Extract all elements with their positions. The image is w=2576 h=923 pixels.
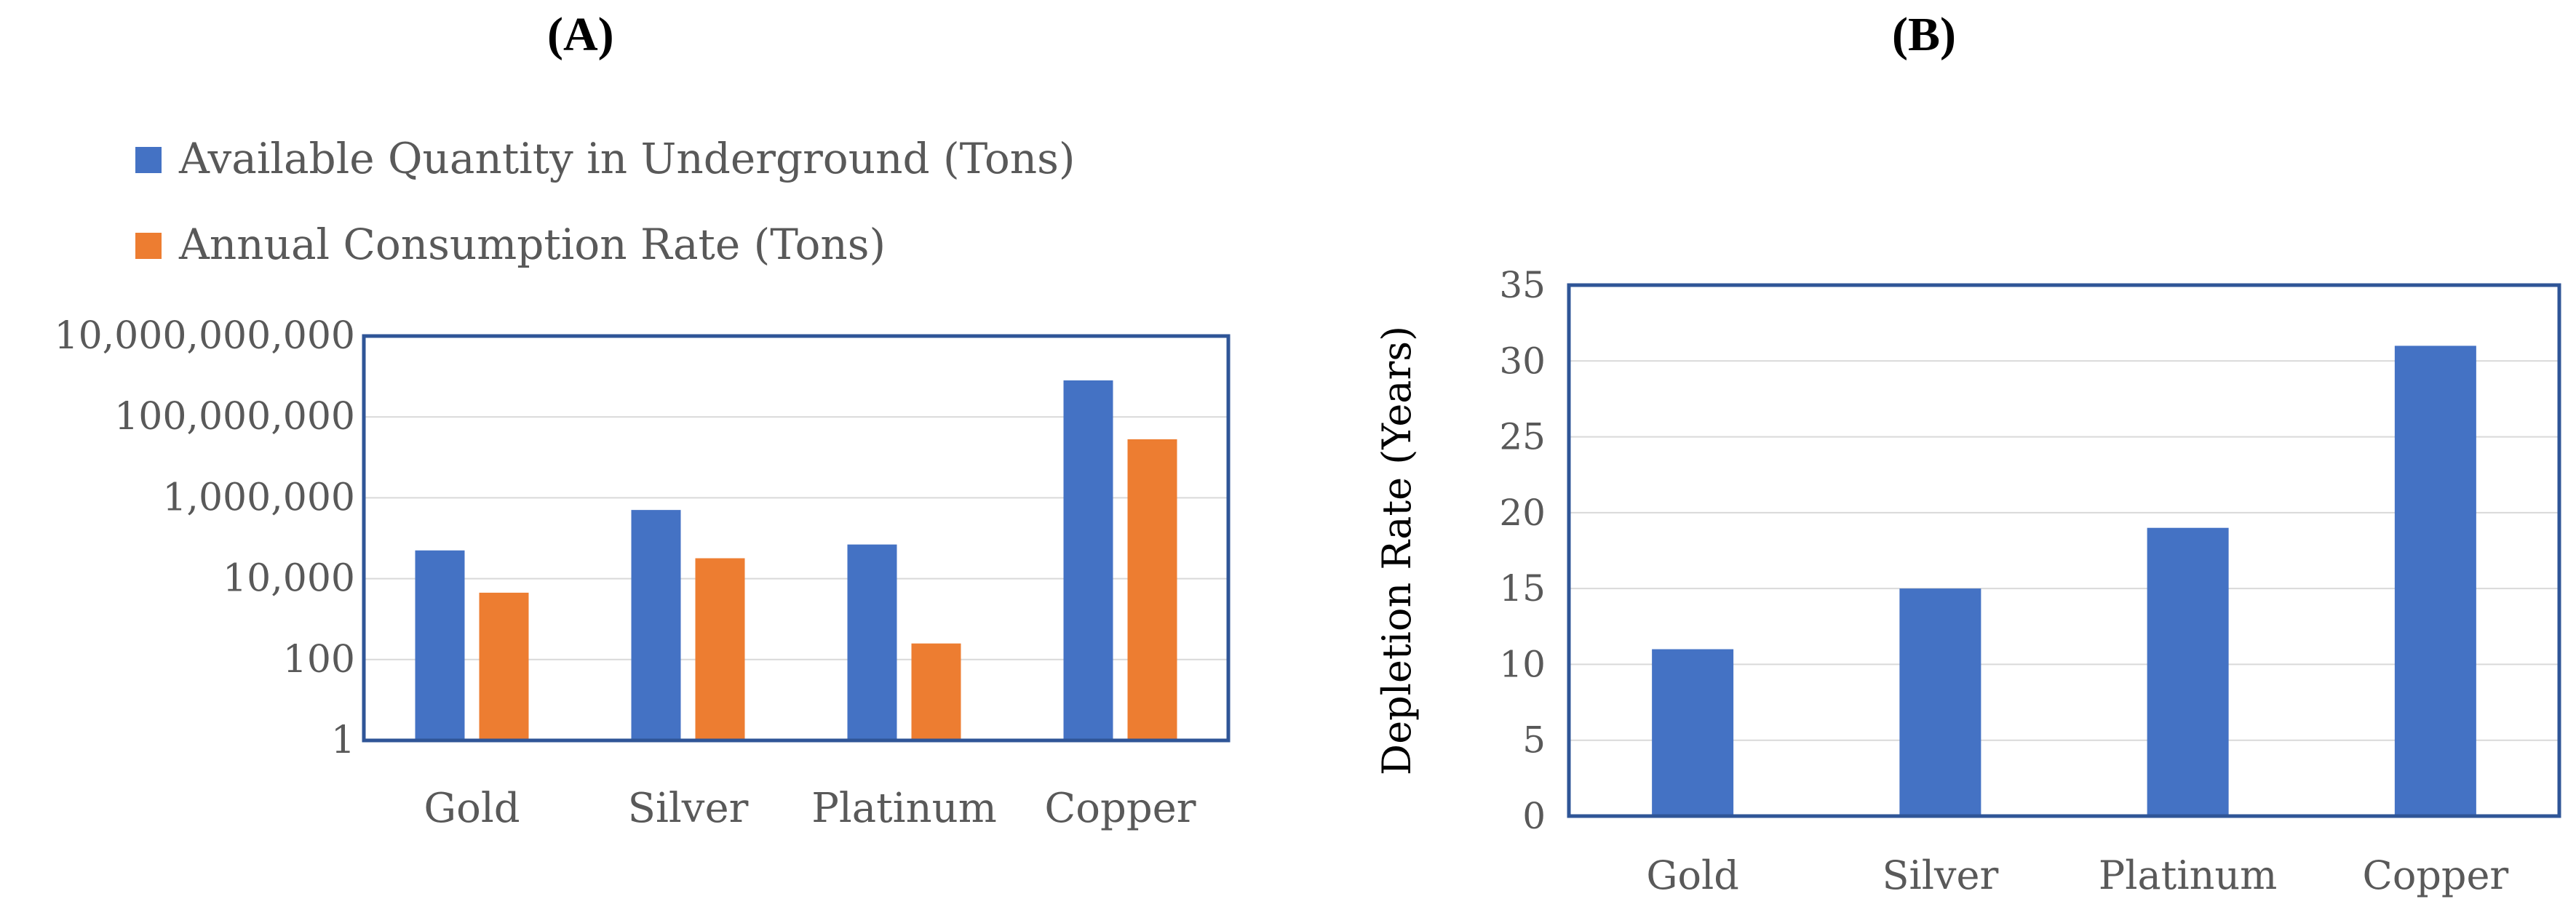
bar-silver-series-1	[1899, 588, 1981, 816]
y-tick-label: 100	[283, 638, 355, 682]
bar-gold-series-1	[415, 550, 465, 740]
plot-frame	[362, 334, 1231, 743]
bar-silver-series-1	[631, 510, 681, 740]
x-category-label: Gold	[424, 785, 520, 832]
bar-silver-series-2	[695, 558, 745, 740]
bar-copper-series-1	[1063, 380, 1113, 740]
x-category-label: Copper	[2363, 852, 2509, 898]
y-tick-label: 15	[1499, 567, 1546, 610]
y-tick-label: 1,000,000	[162, 476, 355, 519]
y-axis-title: Depletion Rate (Years)	[1374, 326, 1420, 775]
y-tick-label: 30	[1499, 340, 1546, 382]
y-tick-label: 25	[1499, 416, 1546, 458]
x-category-label: Silver	[1882, 852, 1998, 898]
chart-panel-a: (A) 1 100 10,000 1,000,000 100,000,000 10,000…	[0, 0, 1252, 923]
x-category-label: Silver	[628, 785, 749, 832]
legend-swatch-2	[135, 233, 162, 259]
legend-label-2: Annual Consumption Rate (Tons)	[178, 220, 886, 269]
y-tick-label: 100,000,000	[114, 395, 355, 439]
x-category-label: Copper	[1044, 785, 1196, 832]
y-tick-label: 10,000	[223, 557, 355, 601]
bar-copper-series-2	[1127, 439, 1177, 740]
bar-copper-series-1	[2394, 345, 2476, 816]
bar-platinum-series-2	[911, 643, 961, 740]
bar-gold-series-2	[479, 592, 529, 740]
legend-label-1: Available Quantity in Underground (Tons)	[178, 134, 1075, 183]
legend-swatch-1	[135, 147, 162, 173]
chart-panel-b: (B) 0 5 10 15 20 25 30 35 Gold Silver Platinum Copp…	[1252, 0, 2576, 923]
y-tick-label: 20	[1499, 492, 1546, 534]
plot-frame	[1567, 283, 2561, 818]
panel-label-a: (A)	[547, 8, 614, 61]
y-tick-label: 10	[1499, 643, 1546, 685]
y-tick-label: 10,000,000,000	[54, 314, 355, 358]
x-category-label: Platinum	[2099, 852, 2278, 898]
x-category-label: Platinum	[811, 785, 997, 832]
bar-platinum-series-1	[847, 544, 897, 740]
y-tick-label: 0	[1522, 795, 1546, 837]
y-tick-label: 35	[1499, 264, 1546, 306]
chart-a-svg: 1 100 10,000 1,000,000 100,000,000 10,000,000…	[54, 134, 1231, 832]
bar-gold-series-1	[1652, 649, 1734, 816]
x-category-label: Gold	[1646, 852, 1739, 898]
bar-platinum-series-1	[2147, 527, 2229, 816]
panel-label-b: (B)	[1892, 8, 1956, 61]
chart-b-svg: 0 5 10 15 20 25 30 35 Gold Silver Platinum Copper De…	[1374, 264, 2561, 898]
y-tick-label: 1	[331, 719, 355, 762]
y-tick-label: 5	[1522, 719, 1546, 762]
